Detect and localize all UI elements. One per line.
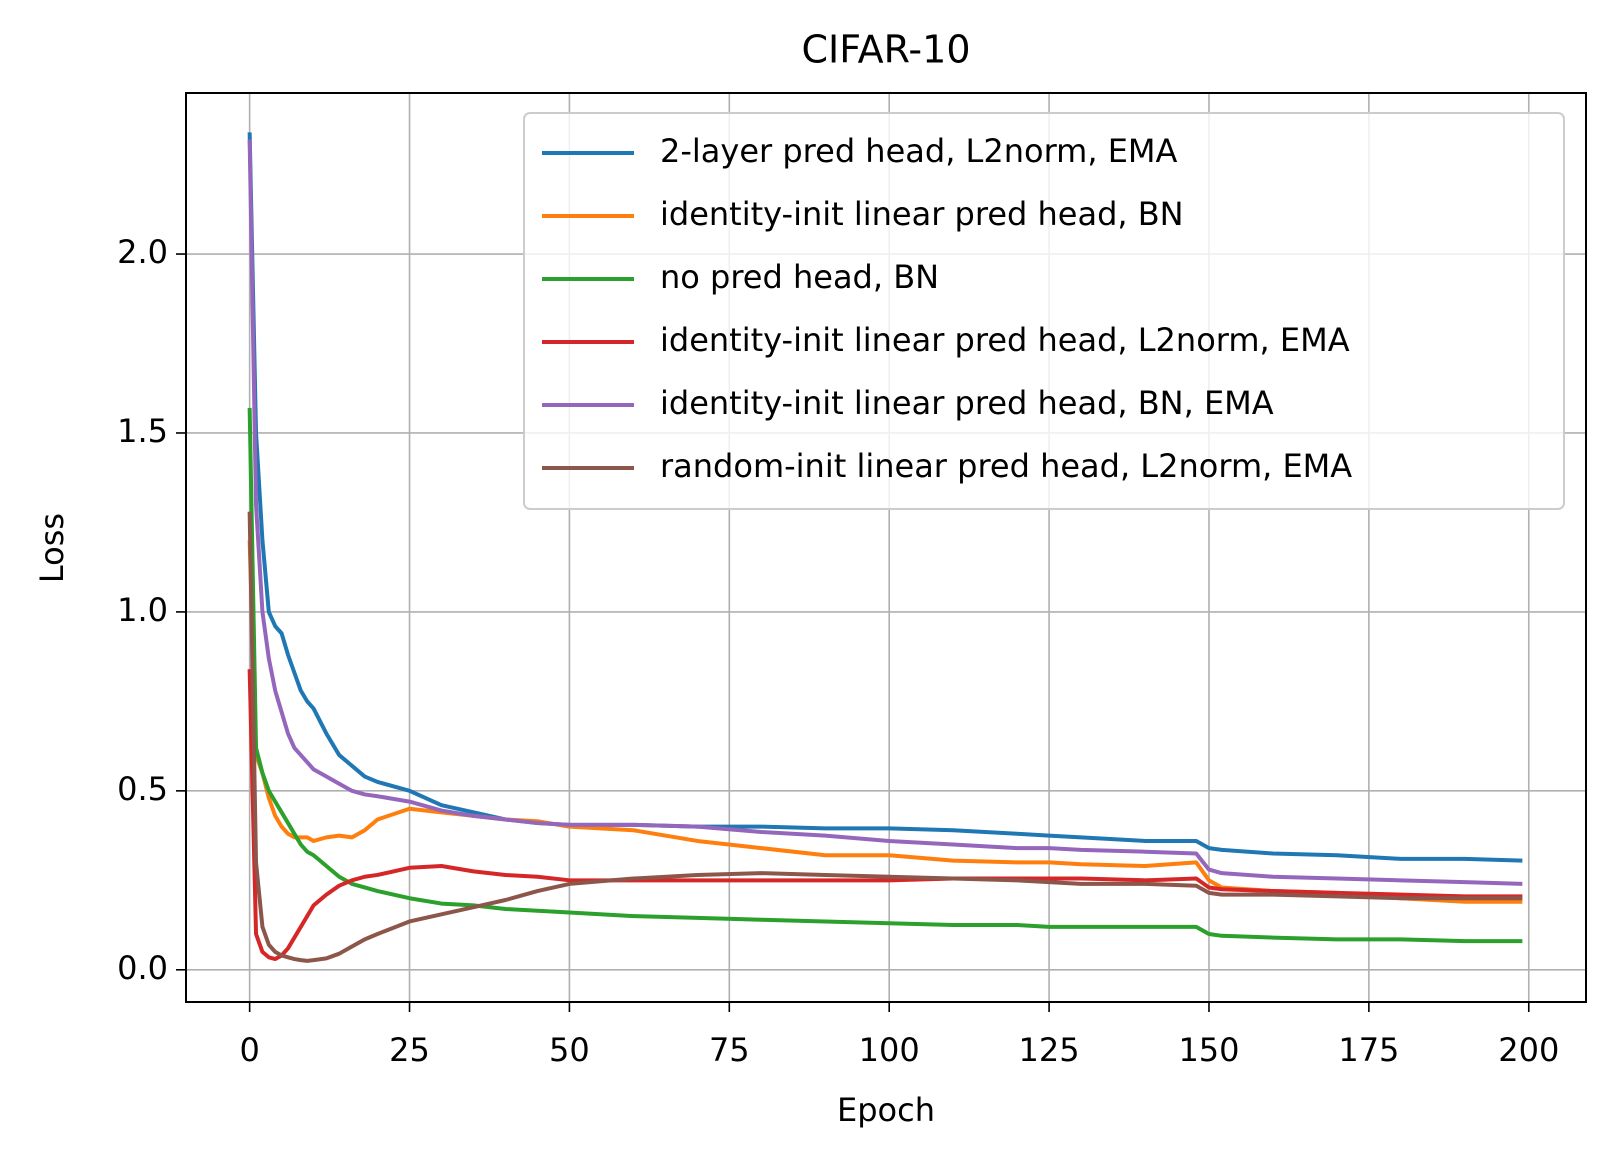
legend-label: no pred head, BN: [660, 258, 939, 296]
x-axis-label: Epoch: [837, 1091, 935, 1129]
plot-frame: [185, 92, 1587, 1003]
x-tick-label: 175: [1338, 1031, 1399, 1069]
y-tick-label: 0.0: [117, 949, 168, 987]
x-tick-label: 25: [389, 1031, 430, 1069]
x-tick-label: 0: [239, 1031, 259, 1069]
y-tick-label: 1.0: [117, 591, 168, 629]
series-line: [247, 407, 1523, 944]
legend-label: identity-init linear pred head, L2norm, …: [660, 321, 1350, 359]
y-axis-label: Loss: [33, 513, 71, 583]
chart-title: CIFAR-10: [801, 28, 970, 72]
legend-box: [523, 112, 1565, 510]
series-line: [247, 669, 1523, 962]
series-line: [247, 511, 1523, 963]
legend-label: identity-init linear pred head, BN: [660, 195, 1184, 233]
y-tick-label: 2.0: [117, 233, 168, 271]
x-tick-label: 125: [1019, 1031, 1080, 1069]
x-tick-label: 100: [859, 1031, 920, 1069]
y-tick-label: 0.5: [117, 770, 168, 808]
x-tick-label: 150: [1178, 1031, 1239, 1069]
x-tick-label: 75: [709, 1031, 750, 1069]
legend-label: 2-layer pred head, L2norm, EMA: [660, 132, 1178, 170]
legend-label: identity-init linear pred head, BN, EMA: [660, 384, 1274, 422]
series-line: [247, 139, 1523, 886]
x-tick-label: 50: [549, 1031, 590, 1069]
x-tick-label: 200: [1498, 1031, 1559, 1069]
series-line: [247, 540, 1523, 904]
legend-label: random-init linear pred head, L2norm, EM…: [660, 447, 1352, 485]
y-tick-label: 1.5: [117, 412, 168, 450]
